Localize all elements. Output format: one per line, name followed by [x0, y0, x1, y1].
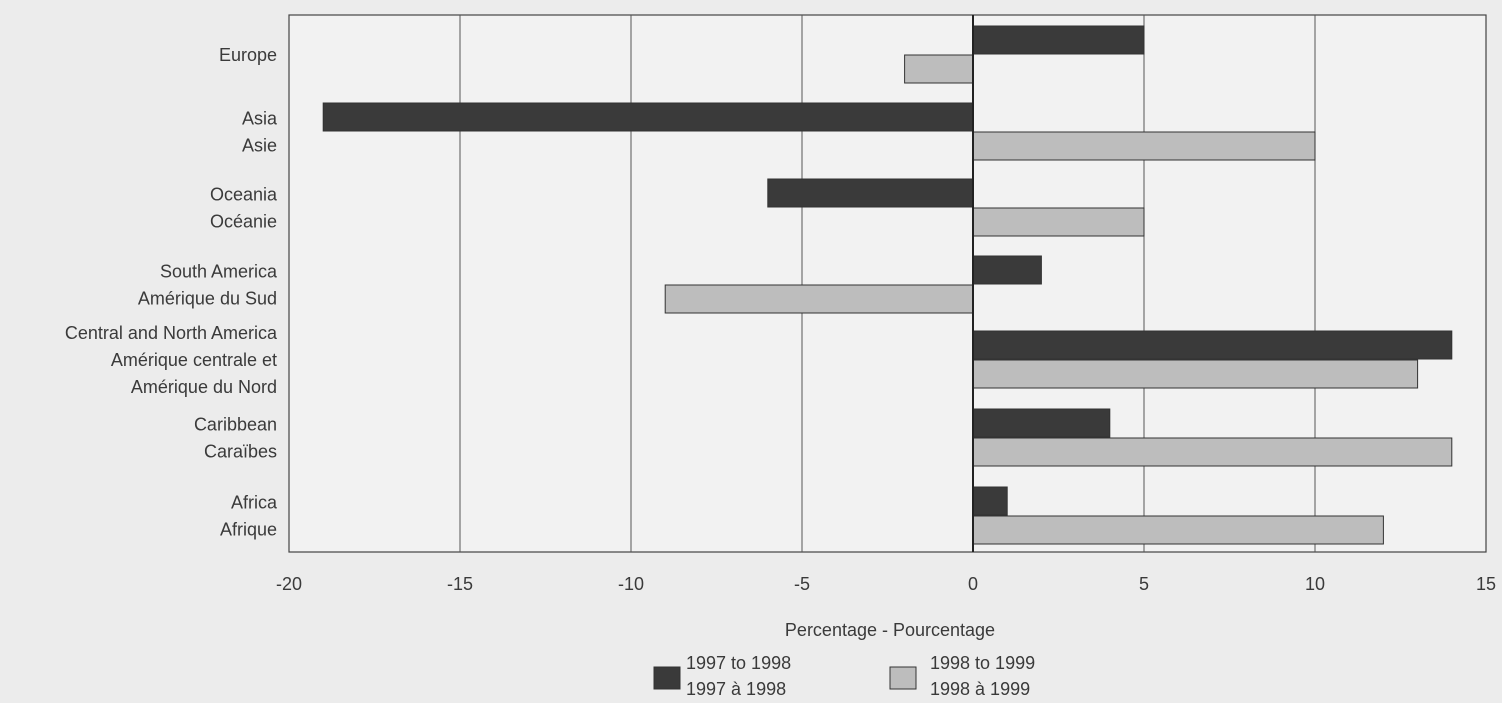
x-tick-label: 0	[968, 574, 978, 594]
category-label: Afrique	[220, 520, 277, 540]
x-tick-label: -20	[276, 574, 302, 594]
legend-label: 1997 à 1998	[686, 679, 786, 699]
plot-area	[288, 14, 1487, 553]
bar-1997-1998	[972, 408, 1111, 438]
legend-label: 1998 to 1999	[930, 653, 1035, 673]
legend-label: 1998 à 1999	[930, 679, 1030, 699]
x-tick-label: -5	[794, 574, 810, 594]
bar-1998-1999	[972, 515, 1384, 545]
category-label: Europe	[219, 45, 277, 65]
category-label: Caraïbes	[204, 442, 277, 462]
bars	[322, 25, 1453, 545]
bar-1998-1999	[904, 54, 974, 84]
x-tick-label: 15	[1476, 574, 1496, 594]
x-tick-labels: -20 -15 -10 -5 0 5 10 15	[276, 574, 1496, 594]
bar-1997-1998	[972, 255, 1042, 285]
bar-1997-1998	[767, 178, 974, 208]
bar-1998-1999	[972, 359, 1419, 389]
category-label: South America	[160, 262, 278, 282]
legend-swatch	[889, 666, 917, 690]
x-tick-label: 10	[1305, 574, 1325, 594]
category-label: Océanie	[210, 212, 277, 232]
legend-swatch	[653, 666, 681, 690]
category-label: Africa	[231, 493, 278, 513]
category-label: Amérique du Nord	[131, 377, 277, 397]
category-label: Asie	[242, 136, 277, 156]
bar-1997-1998	[972, 25, 1145, 55]
category-label: Amérique du Sud	[138, 289, 277, 309]
category-labels: Europe Asia Asie Oceania Océanie South Americ…	[65, 45, 278, 540]
x-axis-title: Percentage - Pourcentage	[785, 620, 995, 640]
bar-1998-1999	[972, 437, 1453, 467]
category-label: Amérique centrale et	[111, 350, 277, 370]
category-label: Caribbean	[194, 415, 277, 435]
bar-1997-1998	[322, 102, 974, 132]
x-tick-label: 5	[1139, 574, 1149, 594]
x-tick-label: -15	[447, 574, 473, 594]
legend: 1997 to 1998 1997 à 1998 1998 to 1999 1998 …	[653, 653, 1035, 699]
category-label: Central and North America	[65, 323, 278, 343]
bar-1998-1999	[972, 207, 1145, 237]
bar-1997-1998	[972, 486, 1008, 516]
category-label: Asia	[242, 109, 278, 129]
legend-label: 1997 to 1998	[686, 653, 791, 673]
bar-1998-1999	[664, 284, 974, 314]
x-tick-label: -10	[618, 574, 644, 594]
bar-1997-1998	[972, 330, 1453, 360]
category-label: Oceania	[210, 185, 278, 205]
bar-1998-1999	[972, 131, 1316, 161]
